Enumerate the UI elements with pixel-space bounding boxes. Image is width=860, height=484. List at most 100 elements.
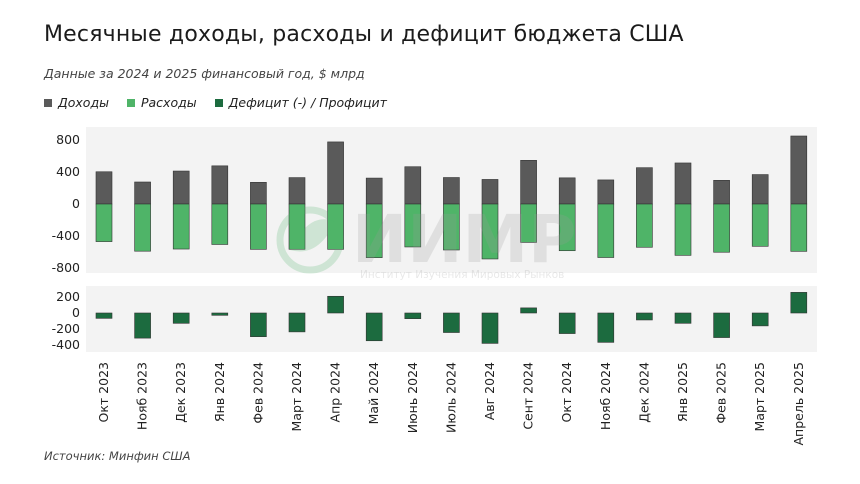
top-y-tick-label: -800 bbox=[52, 260, 80, 275]
expenses-bar bbox=[95, 203, 113, 242]
category-label: Май 2024 bbox=[366, 362, 381, 424]
watermark-sub-text: Институт Изучения Мировых Рынков bbox=[360, 269, 564, 281]
category-label: Апрель 2025 bbox=[791, 362, 806, 446]
deficit-bar bbox=[172, 312, 190, 324]
chart-subtitle: Данные за 2024 и 2025 финансовый год, $ … bbox=[44, 66, 365, 81]
deficit-bar bbox=[790, 292, 808, 314]
revenue-bar bbox=[713, 180, 730, 205]
category-label: Янв 2025 bbox=[675, 362, 690, 422]
category-label: Дек 2023 bbox=[173, 362, 188, 423]
category-label: Окт 2023 bbox=[96, 362, 111, 422]
expenses-bar bbox=[134, 203, 151, 252]
deficit-bar bbox=[211, 312, 229, 316]
expenses-bar bbox=[327, 203, 344, 250]
deficit-bar bbox=[134, 312, 151, 339]
watermark-main-text: ИИМР bbox=[352, 201, 577, 278]
expenses-bar bbox=[790, 203, 808, 252]
deficit-bar bbox=[327, 295, 344, 314]
bottom-y-tick-label: 200 bbox=[56, 289, 80, 304]
legend-label-revenue: Доходы bbox=[58, 95, 109, 110]
category-label: Янв 2024 bbox=[212, 362, 227, 422]
top-y-axis: 800 400 0 -400 -800 bbox=[52, 132, 80, 275]
deficit-bar bbox=[597, 312, 615, 343]
expenses-bar bbox=[172, 203, 190, 250]
category-labels: Окт 2023 Нояб 2023 Дек 2023 Янв 2024 Фев 202… bbox=[96, 362, 806, 446]
bottom-bars bbox=[95, 292, 808, 344]
legend-swatch-deficit bbox=[214, 98, 223, 107]
category-label: Нояб 2024 bbox=[598, 362, 613, 430]
revenue-bar bbox=[172, 170, 190, 205]
watermark: ИИМР Институт Изучения Мировых Рынков bbox=[276, 201, 577, 281]
top-y-tick-label: 400 bbox=[56, 164, 80, 179]
revenue-bar bbox=[674, 162, 692, 205]
revenue-bar bbox=[288, 177, 306, 205]
legend-label-deficit: Дефицит (-) / Профицит bbox=[228, 95, 387, 110]
revenue-bar bbox=[790, 135, 808, 205]
legend-swatch-expenses bbox=[126, 98, 135, 107]
deficit-bar bbox=[95, 312, 113, 319]
chart-title: Месячные доходы, расходы и дефицит бюдже… bbox=[44, 22, 684, 47]
legend-item-deficit: Дефицит (-) / Профицит bbox=[214, 95, 387, 110]
legend-item-expenses: Расходы bbox=[126, 95, 197, 110]
expenses-bar bbox=[713, 203, 730, 253]
category-label: Июль 2024 bbox=[443, 362, 458, 433]
category-label: Нояб 2023 bbox=[135, 362, 150, 430]
deficit-bar bbox=[443, 312, 460, 333]
revenue-bar bbox=[134, 181, 151, 205]
deficit-bar bbox=[250, 312, 267, 337]
expenses-bar bbox=[404, 203, 422, 248]
expenses-bar bbox=[520, 203, 537, 243]
expenses-bar bbox=[211, 203, 229, 245]
category-label: Апр 2024 bbox=[328, 362, 343, 422]
bottom-y-tick-label: 0 bbox=[72, 305, 80, 320]
revenue-bar bbox=[520, 160, 537, 205]
revenue-bar bbox=[636, 167, 653, 205]
category-label: Фев 2025 bbox=[714, 362, 729, 424]
expenses-bar bbox=[636, 203, 653, 248]
deficit-bar bbox=[558, 312, 576, 334]
deficit-bar bbox=[404, 312, 422, 319]
source-note: Источник: Минфин США bbox=[44, 449, 191, 463]
deficit-bar bbox=[636, 312, 653, 321]
category-label: Сент 2024 bbox=[521, 362, 536, 430]
watermark-leaf-icon bbox=[290, 219, 335, 252]
expenses-bar bbox=[481, 203, 499, 260]
deficit-bar bbox=[481, 312, 499, 344]
legend-swatch-revenue bbox=[44, 98, 52, 107]
watermark-logo-icon bbox=[276, 206, 344, 274]
revenue-bar bbox=[751, 174, 769, 205]
revenue-bar bbox=[404, 166, 422, 205]
expenses-bar bbox=[288, 203, 306, 250]
revenue-bar bbox=[597, 179, 615, 205]
deficit-bar bbox=[674, 312, 692, 324]
expenses-bar bbox=[674, 203, 692, 256]
revenue-bar bbox=[211, 165, 229, 205]
revenue-bar bbox=[327, 141, 344, 205]
legend-label-expenses: Расходы bbox=[140, 95, 197, 110]
category-label: Окт 2024 bbox=[559, 362, 574, 423]
expenses-bar bbox=[365, 203, 383, 258]
deficit-bar bbox=[288, 312, 306, 333]
category-label: Март 2024 bbox=[289, 362, 304, 431]
top-bars bbox=[95, 135, 808, 260]
category-label: Июнь 2024 bbox=[405, 362, 420, 433]
bottom-y-tick-label: -200 bbox=[52, 321, 80, 336]
category-label: Март 2025 bbox=[752, 362, 767, 431]
deficit-bar bbox=[713, 312, 730, 338]
legend-item-revenue: Доходы bbox=[44, 95, 109, 110]
category-label: Фев 2024 bbox=[250, 362, 265, 424]
legend: Доходы Расходы Дефицит (-) / Профицит bbox=[44, 95, 387, 110]
category-label: Авг 2024 bbox=[482, 362, 497, 420]
expenses-bar bbox=[751, 203, 769, 247]
revenue-bar bbox=[95, 171, 113, 205]
deficit-bar bbox=[365, 312, 383, 342]
expenses-bar bbox=[597, 203, 615, 258]
top-y-tick-label: 800 bbox=[56, 132, 80, 147]
top-y-tick-label: 0 bbox=[72, 196, 80, 211]
expenses-bar bbox=[558, 203, 576, 252]
revenue-bar bbox=[250, 182, 267, 205]
bottom-y-tick-label: -400 bbox=[52, 337, 80, 352]
category-label: Дек 2024 bbox=[636, 362, 651, 423]
